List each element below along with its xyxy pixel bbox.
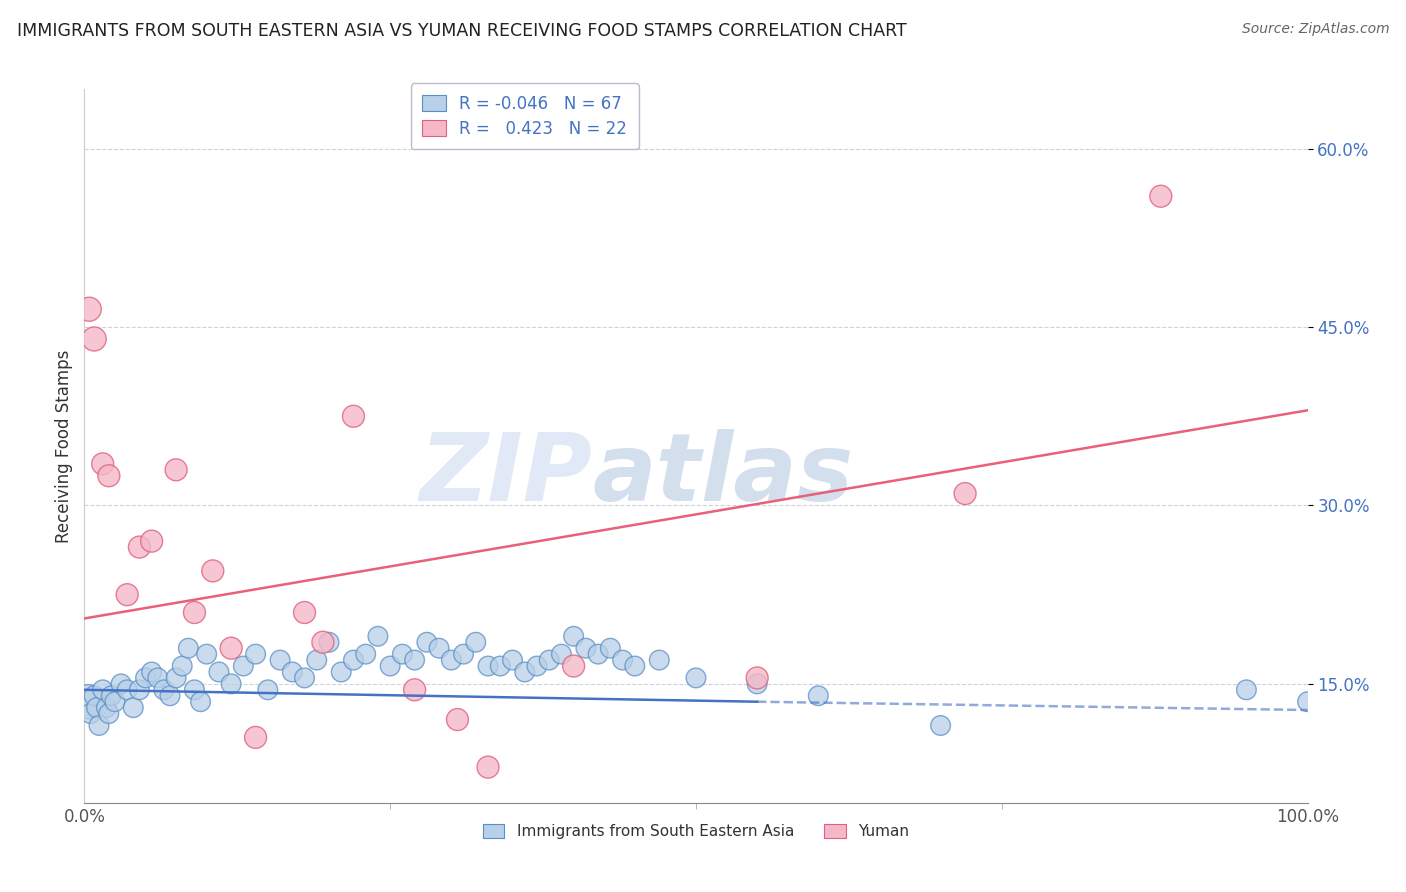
Point xyxy=(318,635,340,649)
Point xyxy=(477,760,499,774)
Point xyxy=(1236,682,1258,697)
Point xyxy=(367,629,389,643)
Point xyxy=(575,641,598,656)
Point xyxy=(183,606,205,620)
Point xyxy=(165,463,187,477)
Point xyxy=(208,665,231,679)
Point xyxy=(1150,189,1173,203)
Point xyxy=(648,653,671,667)
Point xyxy=(245,731,267,745)
Point xyxy=(115,682,138,697)
Y-axis label: Receiving Food Stamps: Receiving Food Stamps xyxy=(55,350,73,542)
Point xyxy=(83,689,105,703)
Point xyxy=(929,718,952,732)
Text: ZIP: ZIP xyxy=(419,428,592,521)
Text: IMMIGRANTS FROM SOUTH EASTERN ASIA VS YUMAN RECEIVING FOOD STAMPS CORRELATION CH: IMMIGRANTS FROM SOUTH EASTERN ASIA VS YU… xyxy=(17,22,907,40)
Point xyxy=(453,647,475,661)
Point xyxy=(86,700,108,714)
Point xyxy=(232,659,254,673)
Point xyxy=(513,665,536,679)
Point xyxy=(624,659,647,673)
Point xyxy=(502,653,524,667)
Point xyxy=(79,706,101,721)
Point xyxy=(562,659,585,673)
Point xyxy=(91,457,114,471)
Point xyxy=(159,689,181,703)
Point xyxy=(219,641,242,656)
Point xyxy=(612,653,634,667)
Point xyxy=(219,677,242,691)
Point xyxy=(172,659,194,673)
Point xyxy=(312,635,335,649)
Point xyxy=(294,671,316,685)
Text: atlas: atlas xyxy=(592,428,853,521)
Point xyxy=(562,629,585,643)
Point xyxy=(807,689,830,703)
Point xyxy=(128,682,150,697)
Point xyxy=(115,588,138,602)
Point xyxy=(128,540,150,554)
Point xyxy=(281,665,304,679)
Point xyxy=(427,641,450,656)
Point xyxy=(294,606,316,620)
Point xyxy=(342,653,364,667)
Point xyxy=(97,706,120,721)
Point xyxy=(77,695,100,709)
Point xyxy=(550,647,572,661)
Point xyxy=(146,671,169,685)
Point xyxy=(77,302,100,317)
Legend: Immigrants from South Eastern Asia, Yuman: Immigrants from South Eastern Asia, Yuma… xyxy=(477,818,915,845)
Point xyxy=(201,564,224,578)
Point xyxy=(342,409,364,424)
Point xyxy=(354,647,377,661)
Point xyxy=(526,659,548,673)
Point xyxy=(269,653,291,667)
Point xyxy=(245,647,267,661)
Point xyxy=(110,677,132,691)
Point xyxy=(183,682,205,697)
Point xyxy=(380,659,402,673)
Point xyxy=(190,695,212,709)
Point xyxy=(177,641,200,656)
Point xyxy=(153,682,176,697)
Point xyxy=(104,695,127,709)
Point xyxy=(91,682,114,697)
Point xyxy=(391,647,413,661)
Point xyxy=(489,659,512,673)
Point xyxy=(440,653,463,667)
Point xyxy=(141,665,163,679)
Point xyxy=(953,486,976,500)
Point xyxy=(257,682,280,697)
Point xyxy=(404,653,426,667)
Point xyxy=(1296,695,1319,709)
Point xyxy=(404,682,426,697)
Point xyxy=(135,671,157,685)
Point xyxy=(165,671,187,685)
Point xyxy=(477,659,499,673)
Point xyxy=(195,647,218,661)
Text: Source: ZipAtlas.com: Source: ZipAtlas.com xyxy=(1241,22,1389,37)
Point xyxy=(538,653,561,667)
Point xyxy=(330,665,353,679)
Point xyxy=(464,635,486,649)
Point xyxy=(747,671,769,685)
Point xyxy=(305,653,328,667)
Point xyxy=(141,534,163,549)
Point xyxy=(97,468,120,483)
Point xyxy=(416,635,439,649)
Point xyxy=(83,332,105,346)
Point xyxy=(96,700,118,714)
Point xyxy=(100,689,122,703)
Point xyxy=(122,700,145,714)
Point xyxy=(685,671,707,685)
Point xyxy=(446,713,468,727)
Point xyxy=(747,677,769,691)
Point xyxy=(87,718,110,732)
Point xyxy=(586,647,609,661)
Point xyxy=(599,641,621,656)
